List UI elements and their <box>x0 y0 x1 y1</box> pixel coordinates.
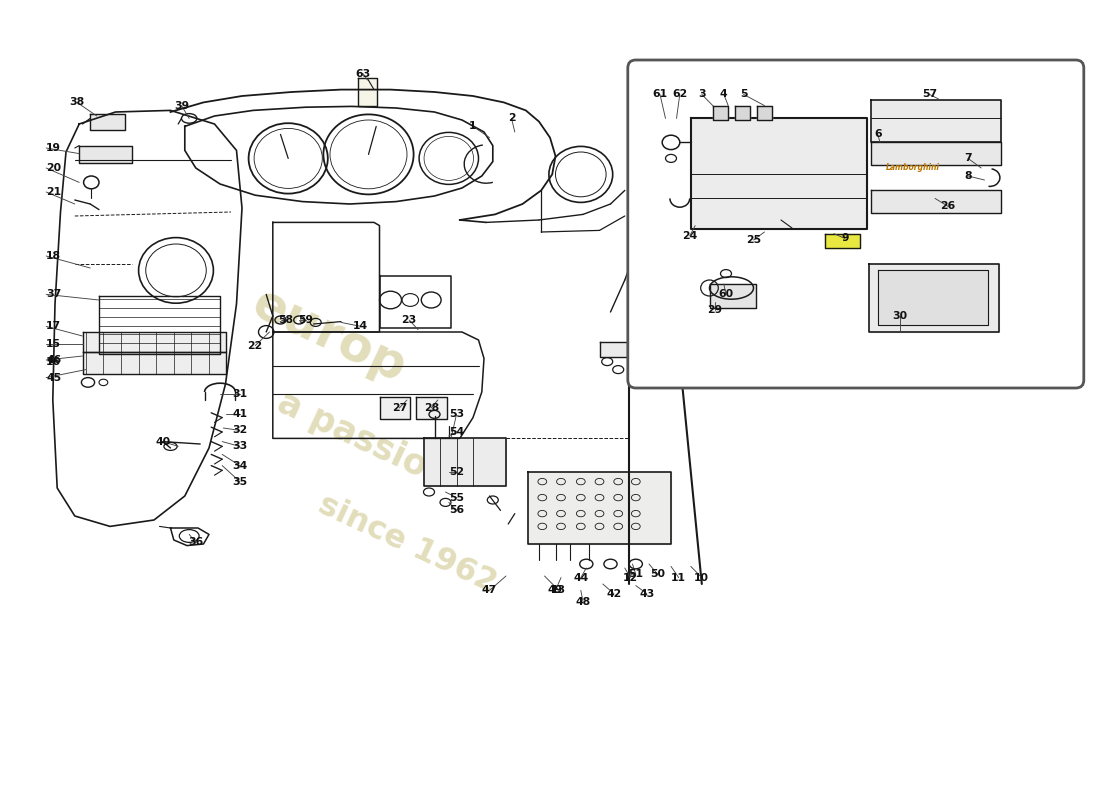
Polygon shape <box>735 106 750 120</box>
Polygon shape <box>871 142 1001 165</box>
Text: 60: 60 <box>718 290 734 299</box>
Text: 13: 13 <box>551 586 566 595</box>
Text: 14: 14 <box>353 322 369 331</box>
Polygon shape <box>757 106 772 120</box>
Polygon shape <box>82 352 226 374</box>
Text: 45: 45 <box>46 373 62 382</box>
Text: 61: 61 <box>652 90 668 99</box>
Text: 35: 35 <box>232 477 248 486</box>
Text: 50: 50 <box>650 570 666 579</box>
Polygon shape <box>528 472 671 544</box>
FancyBboxPatch shape <box>628 60 1084 388</box>
Text: 33: 33 <box>232 442 248 451</box>
Text: 16: 16 <box>46 357 62 366</box>
Text: 29: 29 <box>707 306 723 315</box>
Text: 51: 51 <box>628 570 643 579</box>
Text: 48: 48 <box>575 597 591 606</box>
Text: 11: 11 <box>671 573 686 582</box>
Text: 20: 20 <box>46 163 62 173</box>
Text: 37: 37 <box>46 290 62 299</box>
Text: Lamborghini: Lamborghini <box>886 163 939 173</box>
Text: 58: 58 <box>278 315 294 325</box>
Polygon shape <box>424 438 506 486</box>
Text: 54: 54 <box>449 427 464 437</box>
Text: 2: 2 <box>508 114 515 123</box>
Text: 46: 46 <box>46 355 62 365</box>
Polygon shape <box>691 118 867 229</box>
Text: 18: 18 <box>46 251 62 261</box>
Polygon shape <box>878 270 988 325</box>
Text: 19: 19 <box>46 143 62 153</box>
Text: 27: 27 <box>392 403 407 413</box>
Polygon shape <box>871 100 1001 142</box>
Text: 15: 15 <box>46 339 62 349</box>
Text: 57: 57 <box>922 90 937 99</box>
Text: 30: 30 <box>892 311 907 321</box>
Polygon shape <box>713 106 728 120</box>
Text: 3: 3 <box>698 90 705 99</box>
Text: 32: 32 <box>232 426 248 435</box>
Polygon shape <box>871 190 1001 213</box>
Text: 10: 10 <box>694 573 710 582</box>
Polygon shape <box>600 342 632 357</box>
Text: 38: 38 <box>69 98 85 107</box>
Text: 24: 24 <box>682 231 697 241</box>
Text: 4: 4 <box>720 90 727 99</box>
Text: 56: 56 <box>449 506 464 515</box>
Text: europ: europ <box>245 279 415 393</box>
Polygon shape <box>82 332 226 352</box>
Polygon shape <box>710 284 756 308</box>
Text: 42: 42 <box>606 589 621 598</box>
Text: 12: 12 <box>623 573 638 582</box>
Polygon shape <box>79 146 132 163</box>
Text: 21: 21 <box>46 187 62 197</box>
Text: 25: 25 <box>746 235 761 245</box>
Text: 7: 7 <box>965 154 971 163</box>
Text: 55: 55 <box>449 493 464 502</box>
Text: 9: 9 <box>842 234 848 243</box>
Text: 40: 40 <box>155 437 170 446</box>
Text: 17: 17 <box>46 322 62 331</box>
Text: 26: 26 <box>940 202 956 211</box>
Text: 39: 39 <box>174 101 189 110</box>
Polygon shape <box>358 78 377 106</box>
Text: 31: 31 <box>232 389 248 398</box>
Text: 44: 44 <box>573 573 588 582</box>
Polygon shape <box>825 234 860 248</box>
Text: 23: 23 <box>402 315 417 325</box>
Text: 52: 52 <box>449 467 464 477</box>
Text: 6: 6 <box>874 130 881 139</box>
Text: 59: 59 <box>298 315 314 325</box>
Text: 36: 36 <box>188 538 204 547</box>
Text: 47: 47 <box>482 586 497 595</box>
Text: 5: 5 <box>740 90 747 99</box>
Text: 8: 8 <box>965 171 971 181</box>
Text: since 1962: since 1962 <box>312 489 502 599</box>
Text: 49: 49 <box>548 586 563 595</box>
Text: a passion: a passion <box>272 386 454 494</box>
Polygon shape <box>90 114 125 130</box>
Text: 22: 22 <box>248 341 263 350</box>
Polygon shape <box>379 397 410 419</box>
Text: 43: 43 <box>639 589 654 598</box>
Text: 28: 28 <box>424 403 439 413</box>
Text: 53: 53 <box>449 410 464 419</box>
Polygon shape <box>416 397 447 419</box>
Text: 62: 62 <box>672 90 688 99</box>
Text: 1: 1 <box>470 122 476 131</box>
Polygon shape <box>869 264 999 332</box>
Text: 41: 41 <box>232 410 248 419</box>
Text: 34: 34 <box>232 461 248 470</box>
Text: 63: 63 <box>355 69 371 78</box>
